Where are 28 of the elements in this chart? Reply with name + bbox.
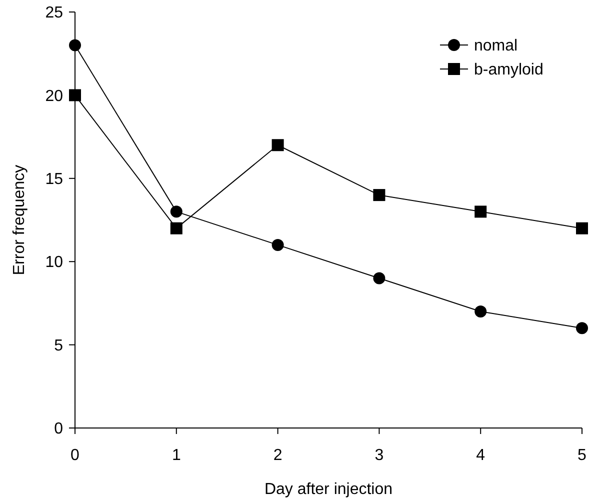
point [474, 206, 487, 218]
point [576, 222, 588, 234]
x-tick-label: 0 [70, 447, 80, 464]
point [69, 39, 81, 52]
legend-label: nomal [474, 38, 518, 55]
y-axis-title: Error frequency [11, 164, 28, 276]
point [69, 89, 81, 102]
y-tick-label: 25 [45, 4, 64, 22]
point [373, 189, 386, 202]
y-tick-label: 5 [54, 337, 64, 354]
point [170, 206, 182, 218]
point [576, 322, 588, 334]
y-tick-label: 10 [45, 254, 64, 272]
legend-label: b-amyloid [474, 62, 544, 79]
point [170, 222, 182, 234]
y-tick-label: 0 [54, 420, 64, 438]
point [474, 306, 487, 318]
x-tick-label: 4 [476, 447, 486, 464]
point [272, 238, 284, 251]
x-tick-label: 5 [578, 447, 587, 464]
x-axis-title: Day after injection [264, 481, 393, 498]
x-tick-label: 1 [172, 447, 181, 464]
x-tick-label: 2 [273, 447, 282, 464]
point [272, 139, 284, 152]
y-tick-label: 20 [45, 88, 64, 105]
y-tick-label: 15 [45, 171, 64, 188]
x-tick-label: 3 [374, 447, 384, 464]
point [373, 272, 386, 284]
